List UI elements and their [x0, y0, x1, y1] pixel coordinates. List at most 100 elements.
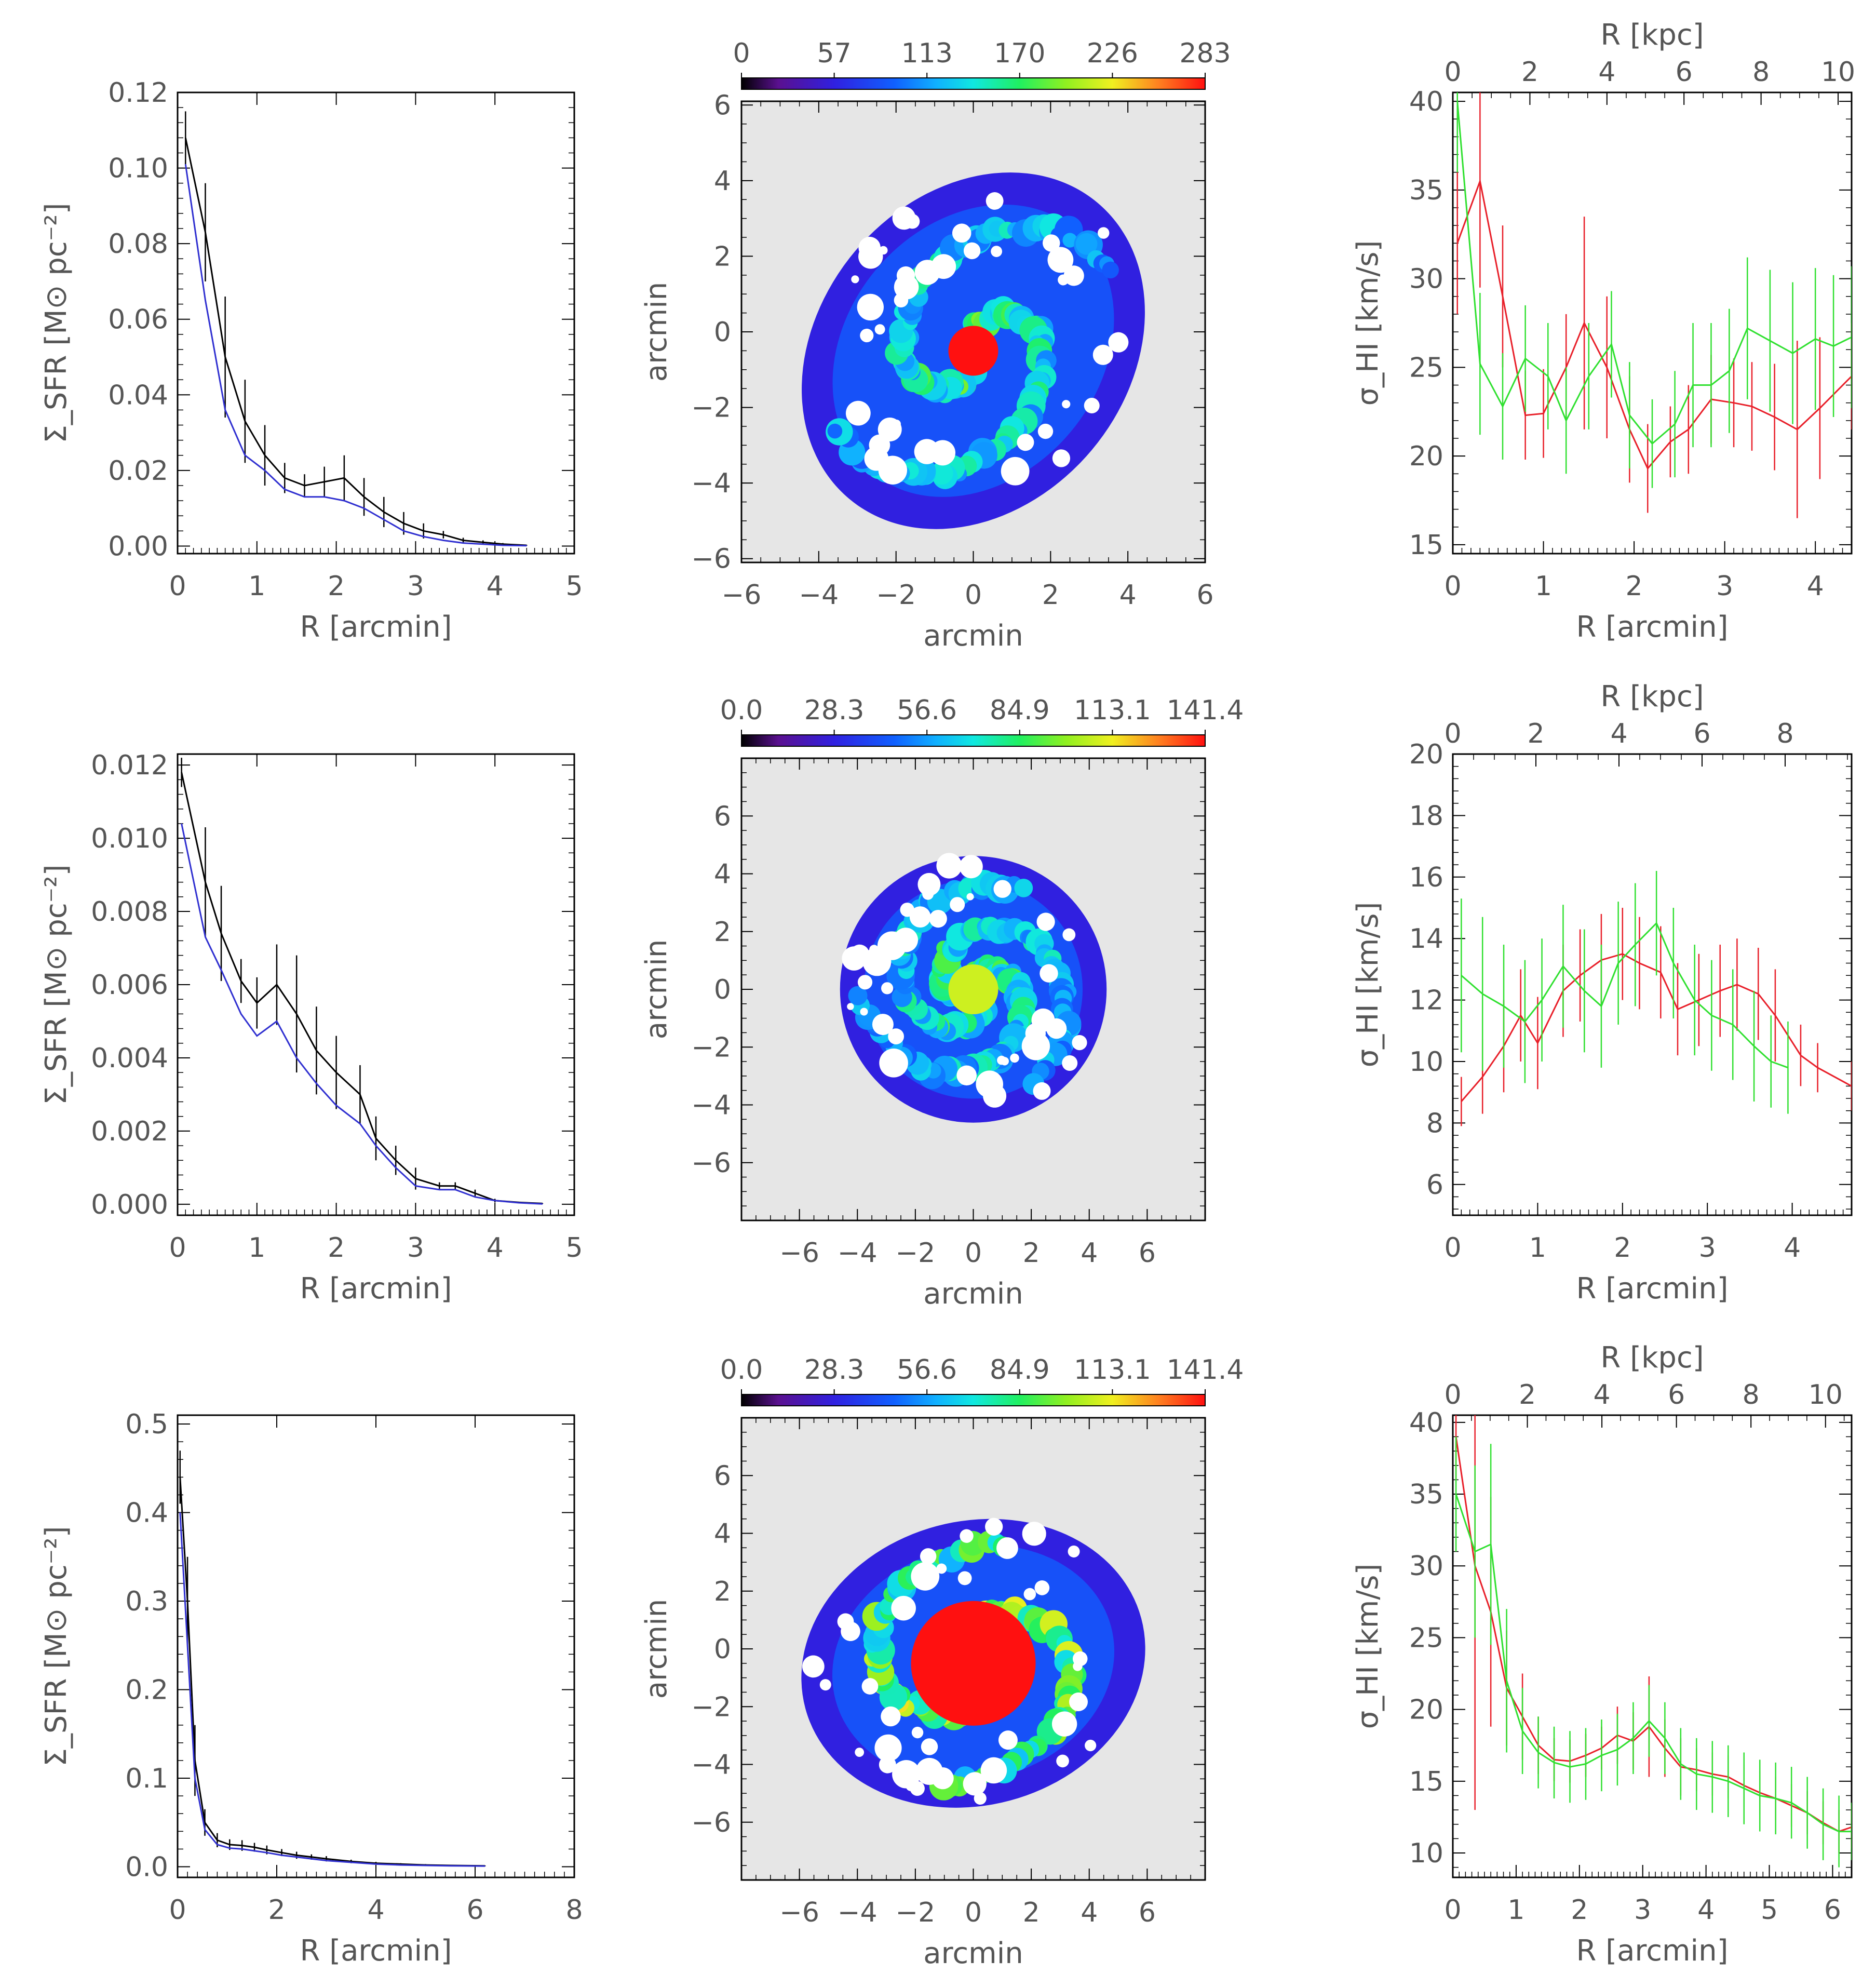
x-tick-label: 2 [268, 1895, 285, 1926]
y-tick-label: −4 [691, 468, 731, 499]
y-tick-label: 12 [1409, 985, 1443, 1016]
map-hole [892, 1760, 921, 1789]
x-tick-label: 2 [328, 1232, 345, 1264]
map-hole [956, 1065, 977, 1086]
map-hole [891, 1595, 916, 1621]
x-axis-label: R [arcmin] [300, 1272, 452, 1306]
y-tick-label: 0.1 [125, 1763, 168, 1794]
map-hole [963, 242, 981, 260]
x2-axis-label: R [kpc] [1600, 680, 1704, 714]
data-point [326, 1860, 327, 1861]
y-tick-label: 2 [714, 241, 731, 272]
map-hole [1037, 423, 1054, 439]
data-point [450, 1865, 451, 1866]
panel-3: 0 1 2 3 4 5 0.000 0.002 0.004 0.006 0.008 0.010 0.01… [39, 750, 583, 1306]
x-tick-label: 5 [1761, 1895, 1778, 1926]
y-axis-label: σ_HI [km/s] [1351, 1564, 1385, 1729]
y-tick-label: 4 [714, 859, 731, 890]
data-point [463, 540, 464, 541]
x2-tick-label: 8 [1776, 718, 1793, 749]
map-hole [855, 1748, 865, 1757]
galaxy-map [801, 1517, 1145, 1808]
plot-frame [1452, 753, 1853, 1216]
arm-knot [848, 986, 868, 1005]
galaxy-core [948, 964, 998, 1014]
map-hole [1022, 1522, 1046, 1546]
x-tick-label: 6 [1196, 580, 1213, 611]
x-tick-label: 1 [248, 1232, 265, 1264]
map-hole [993, 880, 1011, 898]
y-axis-label: Σ_SFR [M⊙ pc⁻²] [39, 203, 73, 444]
x-tick-label: 0 [1444, 1232, 1461, 1264]
map-hole [1072, 1035, 1087, 1051]
data-point [1747, 328, 1748, 329]
y-tick-label: −2 [691, 393, 731, 424]
x-tick-label: 2 [1571, 1895, 1588, 1926]
map-hole [952, 223, 971, 243]
data-point [221, 933, 222, 934]
y-tick-label: 0.002 [91, 1116, 168, 1147]
map-hole [950, 897, 965, 912]
y-axis-label: arcmin [640, 1599, 673, 1699]
galaxy-core [911, 1601, 1036, 1726]
map-hole [881, 982, 894, 995]
map-hole [936, 1563, 947, 1574]
colorbar-tick-label: 84.9 [990, 695, 1050, 726]
y-tick-label: 0 [714, 317, 731, 348]
map-hole [1043, 234, 1060, 252]
x-tick-label: −6 [779, 1897, 819, 1928]
y-tick-label: 20 [1409, 739, 1443, 770]
y-tick-label: 0.02 [108, 455, 168, 487]
arm-knot [1014, 879, 1033, 897]
y-tick-label: 0 [714, 974, 731, 1005]
data-point [281, 1855, 282, 1856]
arm-knot [827, 423, 843, 439]
plot-frame [177, 91, 575, 555]
x-tick-label: 3 [1716, 571, 1733, 602]
panel-6: 0 2 4 6 8 0.0 0.1 0.2 0.3 0.4 0.5 R [arcmin] Σ_SFR [… [39, 1409, 583, 1968]
data-point [1758, 993, 1759, 995]
plot-frame [740, 757, 1206, 1221]
data-point [1520, 1015, 1521, 1016]
x2-axis-label: R [kpc] [1600, 1341, 1704, 1375]
y-tick-label: 6 [714, 1460, 731, 1492]
y-tick-label: 0.000 [91, 1189, 168, 1220]
x2-tick-label: 0 [1444, 718, 1461, 749]
x2-tick-label: 2 [1521, 57, 1538, 88]
map-hole [900, 903, 914, 917]
data-point [1482, 993, 1483, 995]
map-hole [1023, 1588, 1036, 1601]
galaxy-map [840, 853, 1107, 1123]
map-hole [857, 293, 884, 321]
map-hole [857, 975, 873, 990]
map-hole [915, 1757, 943, 1785]
map-hole [921, 1738, 938, 1755]
y-tick-label: 40 [1409, 1407, 1443, 1439]
y-tick-label: −2 [691, 1032, 731, 1063]
y-tick-label: 30 [1409, 264, 1443, 295]
colorbar-tick-label: 226 [1087, 38, 1138, 69]
map-hole [936, 853, 962, 879]
y-tick-label: 18 [1409, 800, 1443, 831]
x-tick-label: 2 [1042, 580, 1059, 611]
y-tick-label: 0.0 [125, 1852, 168, 1883]
data-point [187, 1601, 188, 1602]
map-hole [819, 1679, 831, 1691]
colorbar-tick-label: 0.0 [720, 695, 763, 726]
y-tick-label: 0.008 [91, 896, 168, 928]
y-axis-label: σ_HI [km/s] [1351, 240, 1385, 406]
x-tick-label: −4 [838, 1238, 878, 1269]
colorbar-tick-label: 113.1 [1074, 1354, 1151, 1386]
map-hole [1001, 1734, 1015, 1748]
y-tick-label: 15 [1409, 1766, 1443, 1797]
y-tick-label: 2 [714, 1576, 731, 1607]
y-axis-label: arcmin [640, 282, 673, 382]
map-hole [861, 1678, 879, 1695]
map-hole [906, 1782, 915, 1791]
y-tick-label: −2 [691, 1691, 731, 1723]
map-hole [1033, 1082, 1051, 1100]
colorbar [741, 77, 1206, 90]
series-green [1461, 870, 1789, 1114]
